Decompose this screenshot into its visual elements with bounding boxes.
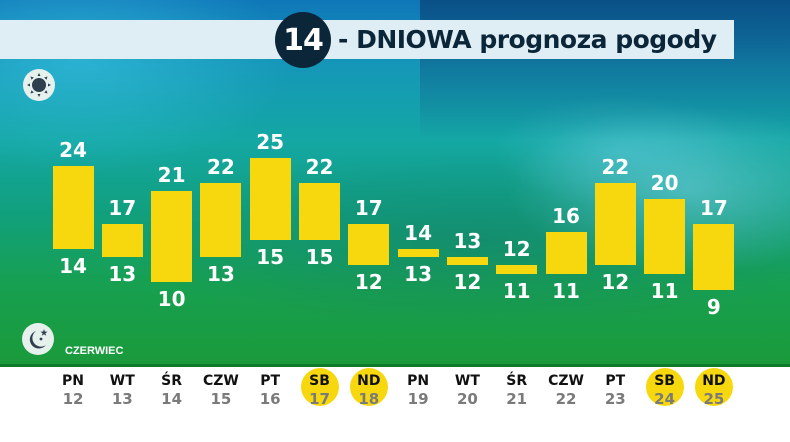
temperature-bar	[693, 223, 735, 291]
weekend-chip	[645, 368, 684, 406]
temperature-bar	[101, 223, 143, 257]
title-band	[0, 20, 734, 59]
max-temp-label: 13	[453, 228, 482, 253]
day-date: 24	[654, 390, 676, 408]
max-temp-label: 12	[502, 237, 531, 262]
day-column: PN 12	[49, 372, 97, 408]
min-temp-label: 15	[305, 245, 334, 270]
day-date: 16	[259, 390, 281, 408]
temperature-bar	[348, 223, 390, 266]
temperature-bar	[397, 248, 439, 257]
min-temp-label: 9	[706, 295, 721, 320]
divider	[0, 364, 790, 367]
day-column: WT 20	[443, 372, 491, 408]
day-date: 12	[62, 390, 84, 408]
sun-icon	[23, 69, 55, 101]
max-temp-label: 21	[157, 162, 186, 187]
day-date: 15	[210, 390, 232, 408]
day-column: PT 16	[246, 372, 294, 408]
day-column: WT 13	[98, 372, 146, 408]
day-column: ŚR 21	[493, 372, 541, 408]
min-temp-label: 12	[601, 270, 630, 295]
min-temp-label: 14	[59, 253, 87, 278]
day-name: SB	[654, 373, 675, 389]
max-temp-label: 14	[404, 220, 433, 245]
page-title: - DNIOWA prognoza pogody	[338, 25, 717, 54]
temperature-bar	[299, 182, 340, 241]
min-temp-label: 11	[502, 278, 531, 303]
day-column: ND 25	[690, 368, 738, 408]
day-date: 20	[456, 390, 478, 408]
min-temp-label: 13	[404, 261, 433, 286]
day-column: ŚR 14	[148, 372, 196, 408]
max-temp-label: 25	[256, 129, 285, 154]
day-date: 25	[703, 390, 725, 408]
day-column: PN 19	[394, 372, 442, 408]
temperature-bar	[151, 190, 193, 282]
min-temp-label: 12	[354, 270, 383, 295]
day-date: 22	[555, 390, 577, 408]
temperature-bar	[594, 182, 636, 266]
max-temp-label: 24	[59, 138, 87, 162]
day-column: PT 23	[591, 372, 639, 408]
max-temp-label: 22	[305, 154, 334, 179]
moon-stars-icon	[22, 323, 54, 355]
temperature-bar	[545, 232, 587, 274]
max-temp-label: 16	[552, 204, 580, 229]
min-temp-label: 13	[206, 261, 235, 286]
min-temp-label: 11	[552, 278, 580, 303]
day-name: CZW	[202, 373, 239, 389]
day-date: 18	[358, 390, 380, 408]
max-temp-label: 22	[601, 154, 630, 179]
day-date: 13	[111, 390, 133, 408]
temperature-bar	[496, 265, 538, 274]
day-date: 23	[604, 390, 626, 408]
day-name: CZW	[548, 373, 584, 389]
min-temp-label: 13	[108, 261, 137, 286]
day-name: SB	[309, 373, 330, 389]
min-temp-label: 11	[650, 278, 679, 303]
weekend-chip	[694, 368, 733, 406]
day-name: PN	[62, 373, 84, 389]
weekend-chip	[349, 368, 388, 406]
day-column: SB 17	[296, 368, 344, 408]
max-temp-label: 22	[206, 154, 235, 179]
min-temp-label: 15	[256, 245, 285, 270]
day-name: PT	[260, 373, 281, 389]
day-name: WT	[109, 373, 135, 389]
day-date: 21	[506, 390, 528, 408]
max-temp-label: 20	[650, 171, 679, 196]
month-label: CZERWIEC	[65, 345, 124, 357]
day-date: 17	[309, 390, 330, 408]
day-name: WT	[454, 373, 480, 389]
day-name: ŚR	[506, 373, 528, 389]
day-date: 14	[161, 390, 183, 408]
day-column: CZW 22	[542, 372, 590, 408]
max-temp-label: 17	[108, 195, 137, 220]
day-name: PT	[605, 373, 626, 389]
temperature-bar	[446, 256, 488, 266]
day-column: ND 18	[345, 368, 393, 408]
day-name: ND	[357, 373, 381, 389]
temperature-bar	[52, 166, 94, 249]
day-column: CZW 15	[197, 372, 245, 408]
max-temp-label: 17	[699, 195, 728, 220]
temperature-bar	[200, 182, 242, 257]
temperature-bar	[644, 199, 686, 274]
temperature-bar	[249, 157, 291, 241]
days-count-badge: 14	[275, 12, 331, 68]
min-temp-label: 10	[157, 286, 186, 311]
day-name: ŚR	[161, 373, 183, 389]
weekend-chip	[300, 368, 339, 406]
max-temp-label: 17	[354, 195, 383, 220]
day-date: 19	[407, 390, 429, 408]
day-name: PN	[407, 373, 430, 389]
min-temp-label: 12	[453, 270, 482, 295]
day-name: ND	[702, 373, 726, 389]
day-column: SB 24	[641, 368, 689, 408]
